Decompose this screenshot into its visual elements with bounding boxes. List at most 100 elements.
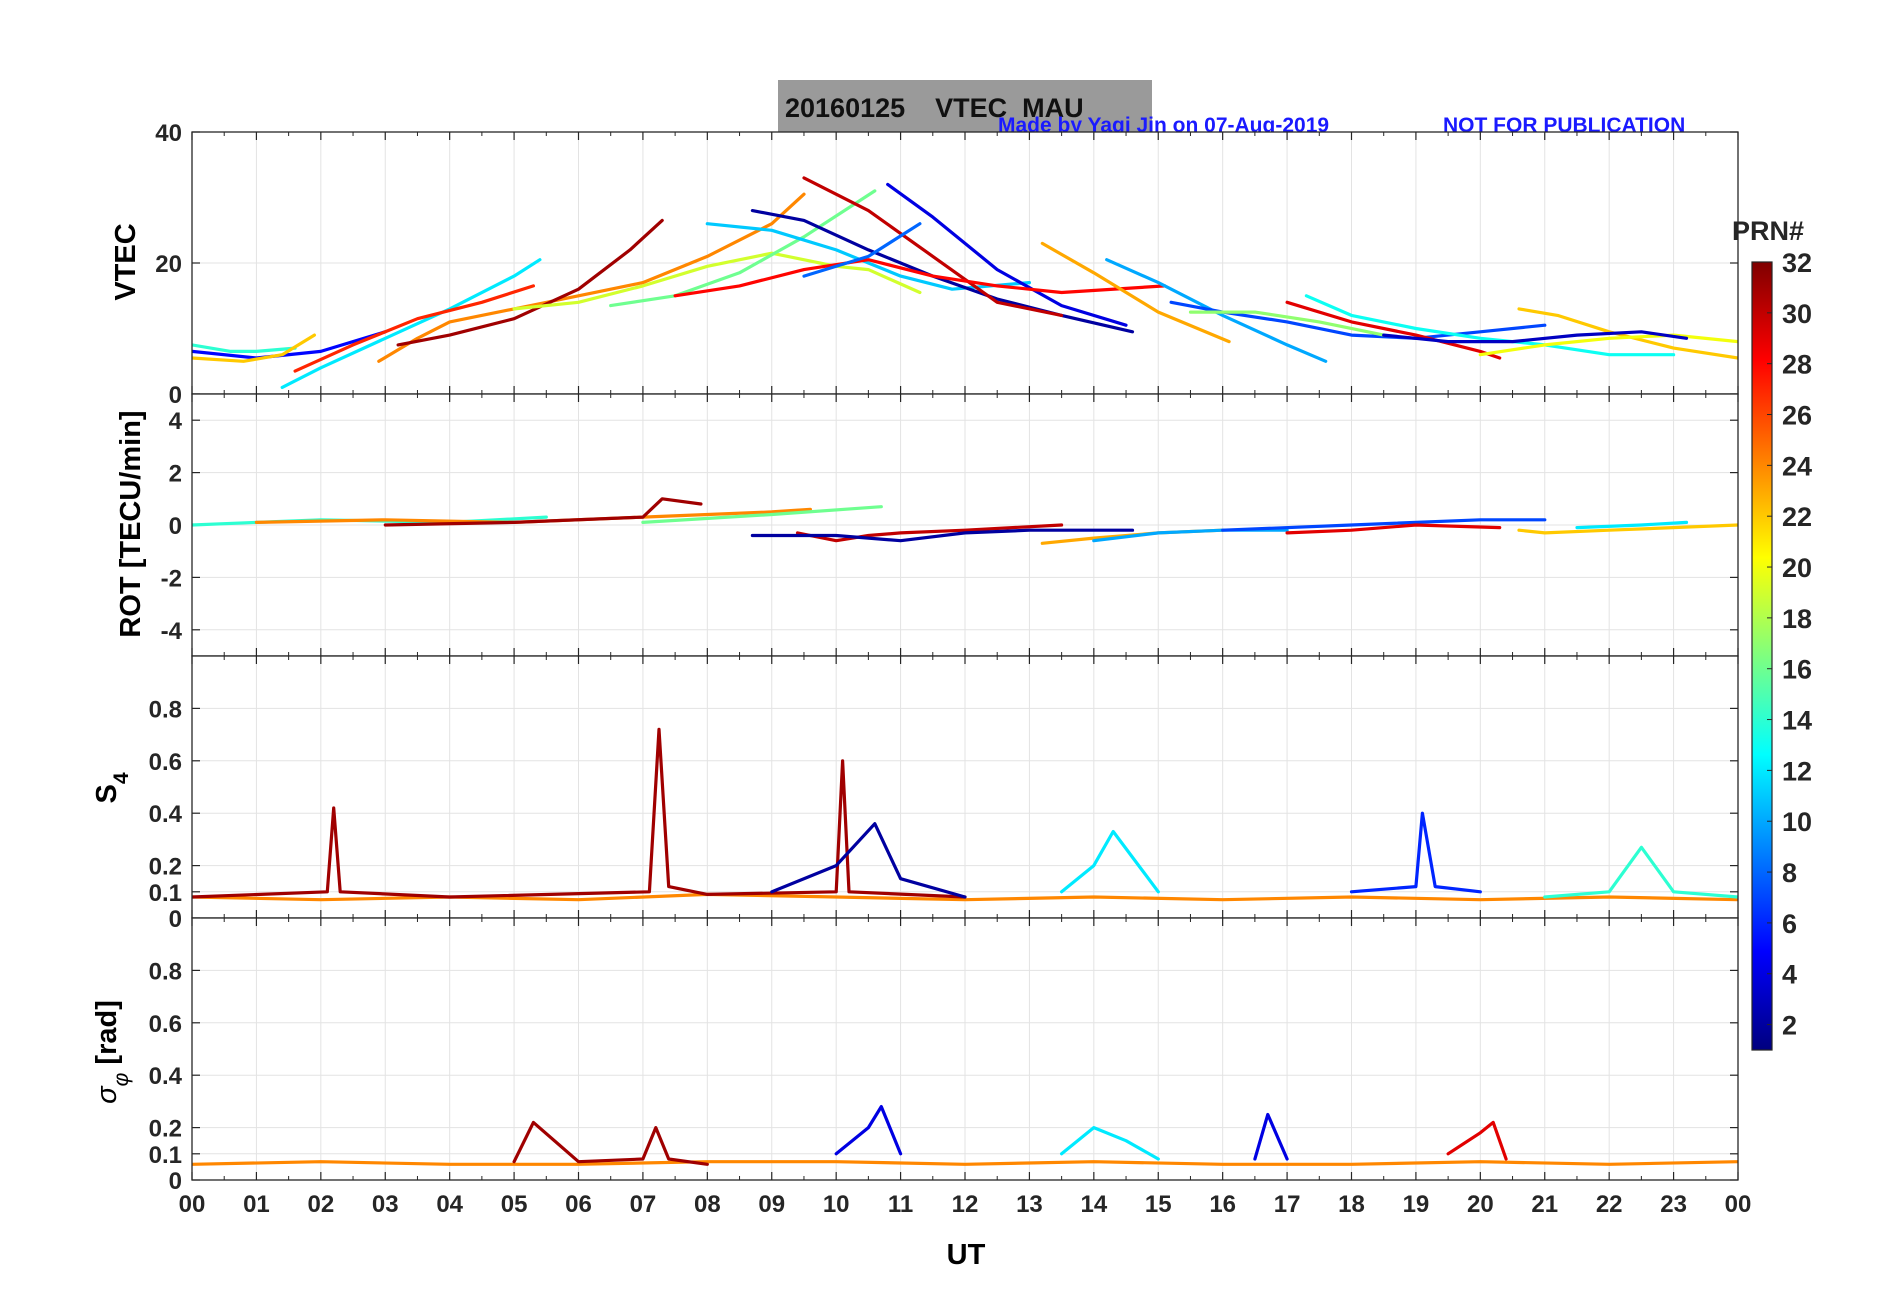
- x-tick-label: 18: [1338, 1191, 1365, 1218]
- s4-y-tick-label: 0.2: [149, 854, 182, 881]
- rot-series-prn-30: [795, 523, 1064, 543]
- vtec-series-prn-30: [802, 176, 1064, 317]
- s4-y-tick-label: 0.4: [149, 801, 183, 828]
- credit-text: Made by Yaqi Jin on 07-Aug-2019: [998, 114, 1329, 137]
- sigma-phi-axis-label: σφ [rad]: [91, 1000, 133, 1104]
- colorbar-tick-label: 22: [1782, 502, 1812, 532]
- colorbar-tick-label: 16: [1782, 655, 1812, 685]
- colorbar-tick-label: 20: [1782, 553, 1812, 583]
- s4-y-tick-label: 0.8: [149, 696, 182, 723]
- vtec-y-tick-label: 40: [155, 120, 182, 147]
- x-tick-label: 13: [1016, 1191, 1043, 1218]
- x-tick-label: 19: [1403, 1191, 1430, 1218]
- sigma_phi-series-prn-31: [512, 1120, 709, 1166]
- colorbar-tick-label: 24: [1782, 451, 1812, 481]
- s4-series-prn-12: [1059, 829, 1160, 894]
- x-tick-label: 16: [1209, 1191, 1236, 1218]
- vtec-y-tick-label: 20: [155, 251, 182, 278]
- sigma_phi-series-prn-29: [1446, 1120, 1508, 1161]
- x-tick-label: 08: [694, 1191, 721, 1218]
- s4-panel: 00.10.2 0.4 0.6 0.8: [149, 655, 1739, 933]
- sigma_phi-y-tick-label: 0.6: [149, 1011, 182, 1038]
- sigma_phi-y-tick-label: 0.8: [149, 958, 182, 985]
- rot-y-tick-label: -4: [161, 618, 183, 645]
- x-tick-label: 14: [1080, 1191, 1107, 1218]
- sigma_phi-y-tick-label: 0.4: [149, 1063, 183, 1090]
- s4-y-tick-label: 0: [169, 906, 182, 933]
- x-tick-label: 09: [758, 1191, 785, 1218]
- vtec-series-prn-10: [1105, 258, 1328, 363]
- x-tick-label: 04: [436, 1191, 463, 1218]
- rot-series-prn-22: [1517, 523, 1738, 535]
- colorbar-tick-label: 10: [1782, 807, 1812, 837]
- x-tick-label: 12: [952, 1191, 979, 1218]
- s4-y-tick-label: 0.6: [149, 749, 182, 776]
- vtec-series-prn-23: [1040, 241, 1231, 344]
- rot-y-tick-label: 4: [169, 408, 183, 435]
- vtec-series-prn-24: [377, 192, 806, 363]
- colorbar-tick-label: 32: [1782, 248, 1812, 278]
- colorbar-tick-label: 4: [1782, 960, 1797, 990]
- s4-axis-label: S4: [91, 772, 133, 803]
- vtec-series-prn-16: [609, 189, 877, 308]
- x-tick-label: 06: [565, 1191, 592, 1218]
- s4-series-group: [192, 727, 1738, 902]
- x-tick-label: 22: [1596, 1191, 1623, 1218]
- x-tick-label: 01: [243, 1191, 270, 1218]
- sigma_phi-y-tick-label: 0: [169, 1168, 182, 1195]
- vtec-axis-label: VTEC: [110, 223, 142, 300]
- vtec-series-prn-22: [192, 333, 316, 363]
- vtec-series-prn-3: [1382, 330, 1689, 344]
- vtec-series-prn-12: [280, 258, 542, 389]
- x-tick-label: 20: [1467, 1191, 1494, 1218]
- rot-y-tick-label: -2: [161, 565, 182, 592]
- colorbar-tick-label: 28: [1782, 350, 1812, 380]
- vtec-y-tick-label: 0: [169, 382, 182, 409]
- colorbar-label: PRN#: [1732, 216, 1804, 246]
- x-tick-label: 23: [1660, 1191, 1687, 1218]
- sigma_phi-series-prn-4: [1253, 1112, 1289, 1161]
- x-tick-label: 00: [1725, 1191, 1752, 1218]
- sigma_phi-axes-frame: [191, 917, 1739, 1181]
- title-box: [778, 80, 1152, 132]
- rot-panel: -4 -2 0 2 4: [161, 393, 1739, 657]
- rot-axis-label: ROT [TECU/min]: [115, 410, 147, 637]
- colorbar-tick-label: 6: [1782, 909, 1797, 939]
- colorbar-gradient: [1751, 261, 1773, 1051]
- colorbar-tick-label: 2: [1782, 1011, 1797, 1041]
- colorbar-tick-label: 12: [1782, 756, 1812, 786]
- rot-series-group: [192, 497, 1738, 545]
- x-tick-label: 15: [1145, 1191, 1172, 1218]
- s4-series-prn-31: [192, 727, 967, 899]
- colorbar-tick-label: 26: [1782, 401, 1812, 431]
- sigma_phi-series-group: [192, 1104, 1738, 1166]
- vtec-series-prn-4: [886, 182, 1128, 327]
- rot-series-prn-29: [1285, 523, 1502, 535]
- rot-series-prn-7: [1221, 518, 1547, 532]
- sigma_phi-series-prn-24: [192, 1160, 1738, 1166]
- sigma_phi-series-prn-4: [834, 1104, 903, 1156]
- sigma_phi-y-tick-label: 0.1: [149, 1142, 182, 1169]
- vtec-series-prn-27: [293, 284, 536, 373]
- rot-series-prn-16: [641, 505, 883, 525]
- sigma_phi-series-prn-12: [1059, 1125, 1160, 1161]
- s4-series-prn-6: [1349, 811, 1482, 894]
- x-tick-label: 03: [372, 1191, 399, 1218]
- colorbar-tick-label: 8: [1782, 858, 1797, 888]
- sigma_phi-y-tick-label: 0.2: [149, 1116, 182, 1143]
- rot-series-prn-12: [1575, 520, 1689, 530]
- x-tick-label: 00: [179, 1191, 206, 1218]
- vtec-series-prn-5: [192, 330, 387, 360]
- x-tick-label: 02: [307, 1191, 334, 1218]
- vtec-series-group: [192, 176, 1738, 389]
- vtec-series-prn-20: [1478, 333, 1738, 357]
- rot-series-prn-2: [750, 528, 1135, 543]
- rot-series-prn-31: [383, 497, 703, 527]
- colorbar-tick-label: 14: [1782, 706, 1812, 736]
- colorbar-tick-label: 30: [1782, 299, 1812, 329]
- vtec-series-prn-13: [1304, 294, 1676, 357]
- colorbar-tick-label: 18: [1782, 604, 1812, 634]
- vtec-series-prn-28: [673, 258, 1167, 298]
